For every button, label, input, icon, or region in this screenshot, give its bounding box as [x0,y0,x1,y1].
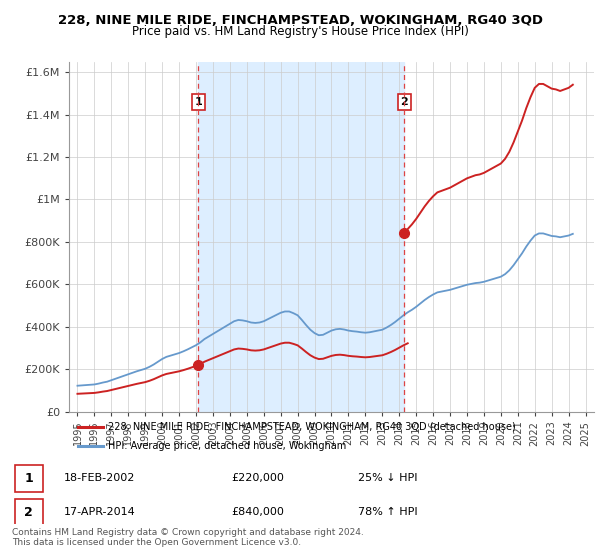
Text: 17-APR-2014: 17-APR-2014 [64,507,136,517]
Text: Price paid vs. HM Land Registry's House Price Index (HPI): Price paid vs. HM Land Registry's House … [131,25,469,38]
FancyBboxPatch shape [15,465,43,492]
Text: 78% ↑ HPI: 78% ↑ HPI [358,507,417,517]
Bar [198,62,404,412]
Text: 1: 1 [25,472,33,485]
Text: £220,000: £220,000 [231,473,284,483]
Text: HPI: Average price, detached house, Wokingham: HPI: Average price, detached house, Woki… [109,441,347,450]
Text: 228, NINE MILE RIDE, FINCHAMPSTEAD, WOKINGHAM, RG40 3QD: 228, NINE MILE RIDE, FINCHAMPSTEAD, WOKI… [58,14,542,27]
Text: 25% ↓ HPI: 25% ↓ HPI [358,473,417,483]
Text: 2: 2 [25,506,33,519]
Text: £840,000: £840,000 [231,507,284,517]
Text: 228, NINE MILE RIDE, FINCHAMPSTEAD, WOKINGHAM, RG40 3QD (detached house): 228, NINE MILE RIDE, FINCHAMPSTEAD, WOKI… [109,422,516,432]
Text: 2: 2 [400,97,408,107]
Text: 18-FEB-2002: 18-FEB-2002 [64,473,135,483]
Text: Contains HM Land Registry data © Crown copyright and database right 2024.
This d: Contains HM Land Registry data © Crown c… [12,528,364,547]
Text: 1: 1 [194,97,202,107]
FancyBboxPatch shape [15,498,43,526]
